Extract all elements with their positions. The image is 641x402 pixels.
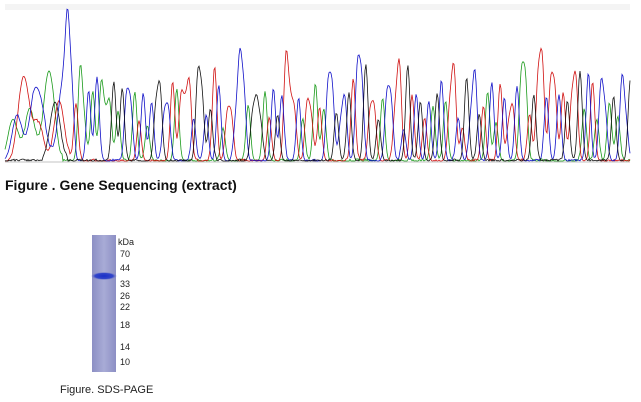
trace (4, 64, 631, 162)
trace (4, 60, 631, 163)
protein-band (91, 272, 117, 280)
marker-label: 14 (120, 342, 130, 352)
marker-label: 70 (120, 249, 130, 259)
trace (4, 47, 631, 162)
chromatogram (4, 8, 631, 163)
unit-label: kDa (118, 237, 134, 247)
sequence-strip (5, 4, 630, 10)
trace (4, 8, 631, 162)
sequencing-caption: Figure . Gene Sequencing (extract) (5, 177, 237, 193)
gel-caption: Figure. SDS-PAGE (60, 384, 153, 396)
marker-label: 33 (120, 279, 130, 289)
gel-lane (92, 235, 116, 372)
marker-label: 22 (120, 302, 130, 312)
marker-label: 10 (120, 357, 130, 367)
marker-label: 26 (120, 291, 130, 301)
marker-label: 18 (120, 320, 130, 330)
marker-label: 44 (120, 263, 130, 273)
